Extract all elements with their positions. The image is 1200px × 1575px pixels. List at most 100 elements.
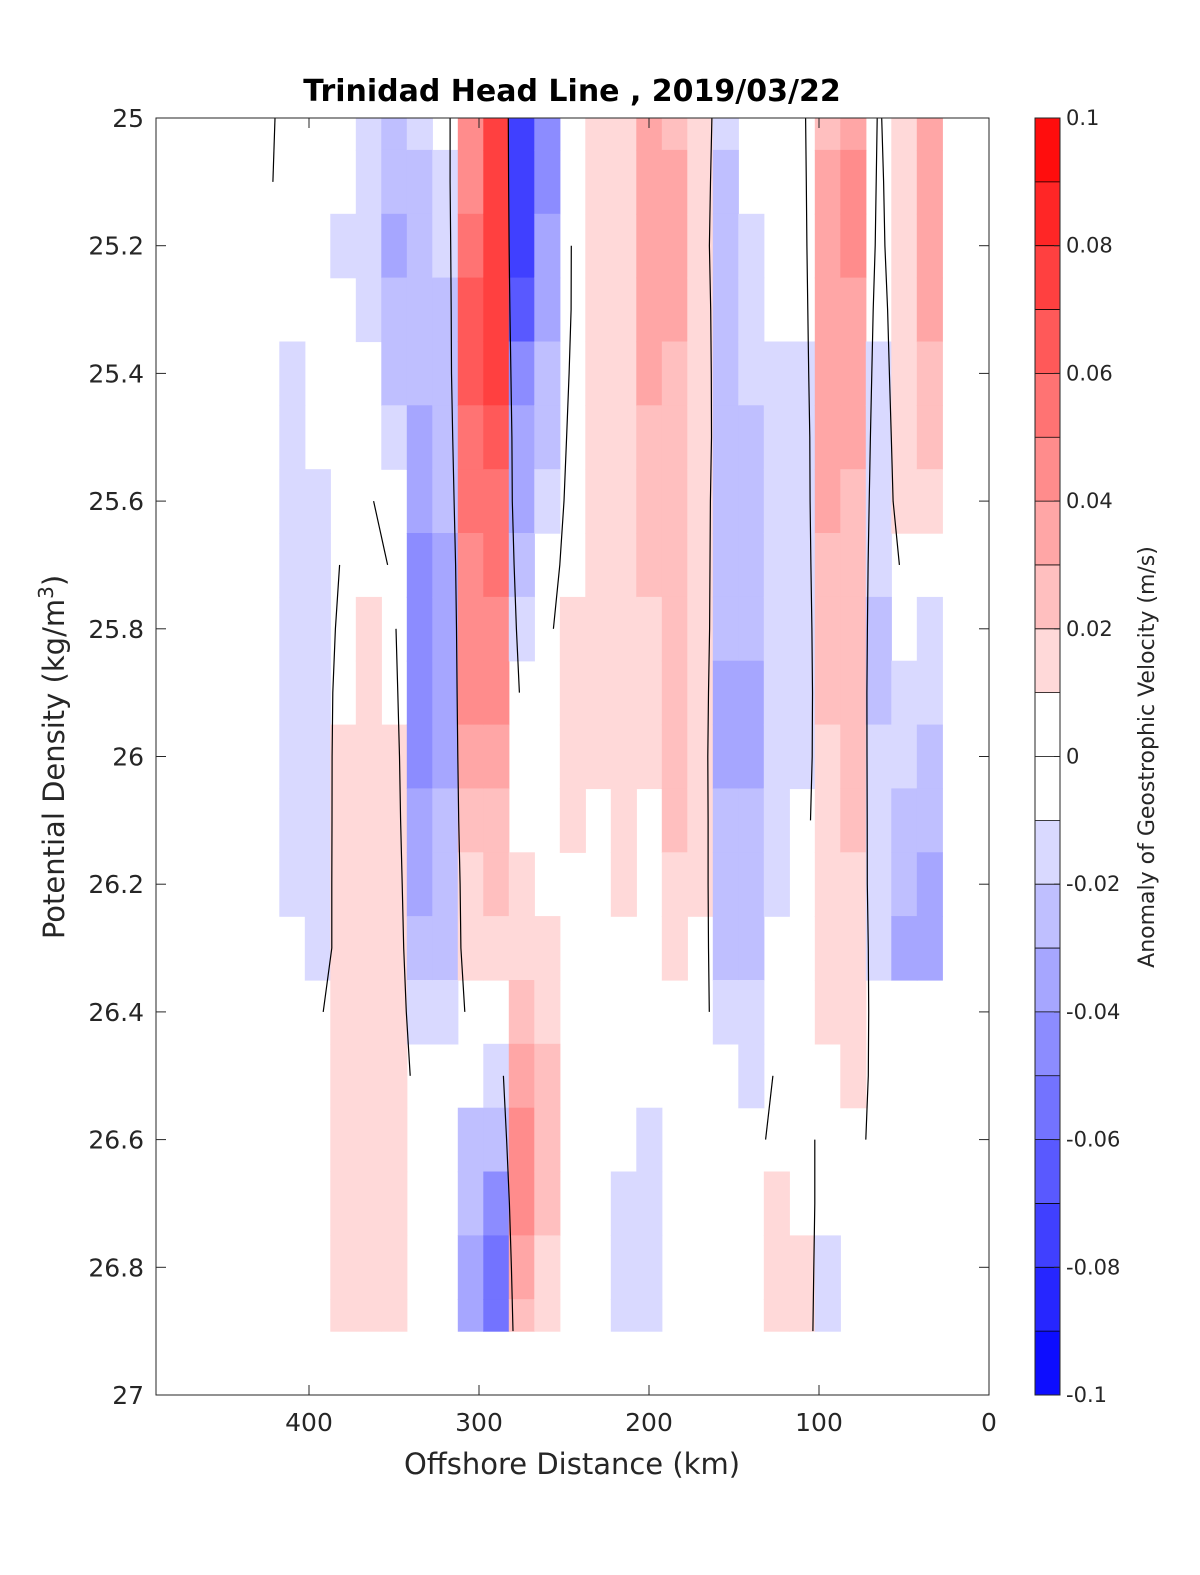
field-cell: [610, 277, 637, 343]
field-cell: [840, 469, 867, 534]
field-cell: [763, 852, 790, 917]
field-cell: [738, 405, 765, 470]
field-cell: [330, 1235, 357, 1300]
field-cell: [279, 341, 306, 406]
field-cell: [508, 1043, 535, 1109]
field-cell: [457, 1171, 484, 1236]
colorbar-swatch: [1035, 756, 1060, 821]
field-cell: [279, 533, 306, 598]
field-cell: [661, 277, 688, 343]
zero-contour-line: [322, 564, 341, 1012]
field-cell: [559, 596, 586, 662]
field-cell: [508, 852, 535, 917]
field-cell: [304, 533, 331, 598]
field-cell: [891, 405, 918, 470]
zero-contour-line: [765, 1075, 774, 1140]
field-cell: [432, 533, 459, 598]
field-cell: [814, 341, 841, 406]
field-cell: [483, 788, 510, 853]
field-cell: [738, 596, 765, 662]
field-cell: [457, 118, 484, 151]
field-cell: [661, 341, 688, 406]
field-cell: [636, 533, 663, 598]
field-cell: [840, 852, 867, 917]
field-cell: [763, 469, 790, 534]
field-cell: [814, 980, 841, 1045]
field-cell: [432, 596, 459, 662]
field-cell: [585, 596, 612, 662]
field-cell: [508, 277, 535, 343]
field-cell: [279, 660, 306, 726]
field-cell: [916, 660, 943, 726]
y-tick-label: 26.4: [88, 998, 144, 1027]
colorbar-tick-label: 0.06: [1066, 361, 1113, 385]
field-cell: [610, 1299, 637, 1332]
field-cell: [687, 852, 714, 917]
field-cell: [355, 724, 382, 790]
field-cell: [355, 149, 382, 215]
field-cell: [330, 788, 357, 853]
field-cell: [483, 852, 510, 917]
colorbar-swatch: [1035, 181, 1060, 247]
chart-title: Trinidad Head Line , 2019/03/22: [303, 74, 840, 109]
zero-contours: [272, 117, 900, 1332]
field-cell: [712, 660, 739, 726]
field-cell: [483, 1235, 510, 1300]
field-cell: [330, 213, 357, 279]
field-cell: [610, 118, 637, 151]
field-cell: [330, 724, 357, 790]
field-cell: [738, 660, 765, 726]
field-cell: [738, 469, 765, 534]
field-cell: [406, 660, 433, 726]
field-cell: [712, 405, 739, 470]
field-cell: [891, 788, 918, 853]
colorbar-tick-label: -0.08: [1066, 1255, 1120, 1279]
field-cell: [763, 405, 790, 470]
field-cell: [789, 469, 816, 534]
field-cell: [355, 277, 382, 343]
field-cell: [814, 1299, 841, 1332]
field-cell: [406, 533, 433, 598]
field-cell: [738, 213, 765, 279]
field-cell: [814, 724, 841, 790]
field-cell: [457, 1107, 484, 1173]
field-cell: [636, 596, 663, 662]
field-cell: [534, 405, 561, 470]
field-cell: [483, 405, 510, 470]
field-cell: [406, 118, 433, 151]
field-cell: [891, 118, 918, 151]
zero-contour-line: [272, 117, 276, 182]
x-axis: 400 300 200 100 0: [285, 118, 997, 1437]
colorbar-tick-label: -0.02: [1066, 872, 1120, 896]
field-cell: [763, 1235, 790, 1300]
field-cell: [814, 916, 841, 981]
field-cell: [738, 980, 765, 1045]
field-cell: [534, 1171, 561, 1236]
colorbar-swatch: [1035, 245, 1060, 310]
field-cell: [534, 149, 561, 215]
field-cell: [432, 916, 459, 981]
field-cell: [891, 341, 918, 406]
field-cell: [406, 916, 433, 981]
field-cell: [585, 469, 612, 534]
field-cell: [457, 341, 484, 406]
field-cell: [687, 660, 714, 726]
field-cell: [916, 852, 943, 917]
field-cell: [534, 1043, 561, 1109]
colorbar: 0.1 0.08 0.06 0.04 0.02 0 -0.02 -0.04 -0.06 -0.08…: [1034, 106, 1120, 1407]
field-cell: [814, 149, 841, 215]
field-cell: [712, 213, 739, 279]
field-cell: [661, 118, 688, 151]
field-cell: [636, 341, 663, 406]
field-cell: [738, 852, 765, 917]
field-cell: [840, 660, 867, 726]
field-cell: [381, 149, 408, 215]
field-cell: [610, 213, 637, 279]
field-cell: [483, 596, 510, 662]
field-cell: [840, 596, 867, 662]
field-cell: [789, 660, 816, 726]
y-tick-label: 26.6: [88, 1126, 144, 1155]
zero-contour-line: [881, 117, 900, 565]
field-cell: [508, 1107, 535, 1173]
field-cell: [712, 277, 739, 343]
